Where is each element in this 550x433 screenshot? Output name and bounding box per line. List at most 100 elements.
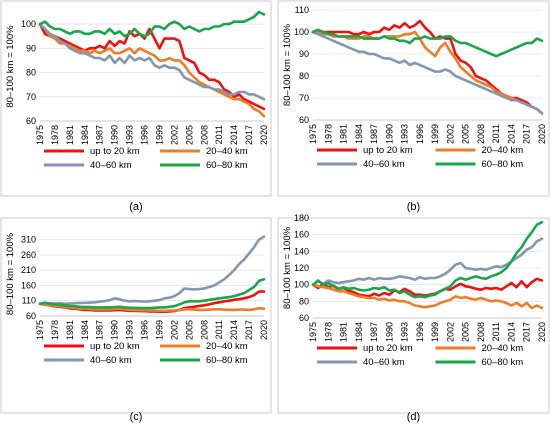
- y-tick-label: 90: [299, 49, 309, 59]
- y-tick-label: 310: [21, 235, 36, 245]
- legend-label: 40–60 km: [90, 355, 132, 366]
- panel-label: (a): [129, 201, 142, 213]
- series-line: [311, 28, 544, 58]
- x-tick-label: 2020: [259, 125, 269, 145]
- x-tick-label: 2011: [214, 125, 224, 144]
- y-axis-label: 80–100 km = 100%: [5, 232, 16, 315]
- x-tick-label: 1999: [430, 322, 440, 342]
- x-tick-label: 1978: [323, 322, 333, 342]
- panel-label: (b): [407, 201, 420, 213]
- legend-label: up to 20 km: [363, 343, 413, 354]
- legend-label: up to 20 km: [90, 341, 140, 352]
- x-tick-label: 2014: [229, 125, 239, 145]
- panel-label: (d): [407, 411, 420, 423]
- legend-label: 60–80 km: [206, 160, 248, 171]
- legend-label: up to 20 km: [90, 146, 140, 157]
- legend-label: 20–40 km: [206, 146, 248, 157]
- y-tick-label: 180: [294, 213, 309, 223]
- series-line: [38, 22, 266, 118]
- x-tick-label: 1984: [354, 124, 364, 144]
- x-tick-label: 2008: [476, 124, 486, 144]
- x-tick-label: 1993: [125, 125, 135, 145]
- panel-label: (c): [130, 411, 143, 423]
- x-tick-label: 1978: [323, 124, 333, 144]
- legend-label: 20–40 km: [206, 341, 248, 352]
- x-tick-label: 1987: [369, 322, 379, 342]
- legend-label: 40–60 km: [90, 160, 132, 171]
- y-tick-label: 60: [26, 116, 36, 126]
- x-tick-label: 2017: [244, 125, 254, 145]
- x-tick-label: 2005: [184, 125, 194, 145]
- y-tick-label: 260: [21, 250, 36, 260]
- series-line: [311, 30, 544, 115]
- series-line: [311, 220, 544, 299]
- y-tick-label: 160: [21, 280, 36, 290]
- series-line: [38, 277, 266, 310]
- legend-label: up to 20 km: [363, 145, 413, 156]
- y-tick-label: 60: [299, 313, 309, 323]
- x-tick-label: 1984: [80, 320, 90, 340]
- series-line: [311, 237, 544, 287]
- x-tick-label: 2002: [445, 124, 455, 144]
- series-line: [38, 10, 266, 38]
- series-line: [311, 30, 544, 115]
- x-tick-label: 1984: [80, 125, 90, 145]
- x-tick-label: 2014: [229, 320, 239, 340]
- series-line: [38, 22, 266, 101]
- x-tick-label: 1987: [95, 320, 105, 340]
- x-tick-label: 1993: [400, 322, 410, 342]
- legend-label: 40–60 km: [363, 159, 405, 170]
- y-axis-label: 80–100 km = 100%: [282, 23, 293, 106]
- x-tick-label: 1987: [369, 124, 379, 144]
- y-axis-label: 80–100 km = 100%: [282, 226, 293, 309]
- x-tick-label: 2020: [537, 124, 547, 144]
- legend-label: 20–40 km: [482, 343, 524, 354]
- y-tick-label: 70: [26, 92, 36, 102]
- x-tick-label: 1990: [384, 124, 394, 144]
- y-tick-label: 140: [294, 246, 309, 256]
- panel-d: 60 80 100 120 140 160 180 1975 1978 1981 1984 1987 1…: [277, 213, 550, 414]
- series-line: [38, 22, 266, 111]
- legend-label: 60–80 km: [482, 159, 524, 170]
- y-tick-label: 70: [299, 93, 309, 103]
- x-tick-label: 2017: [522, 322, 532, 342]
- x-tick-label: 2017: [244, 320, 254, 340]
- y-tick-label: 110: [22, 296, 36, 306]
- x-tick-label: 1981: [65, 320, 75, 340]
- x-tick-label: 2008: [199, 125, 209, 145]
- x-tick-label: 1993: [125, 320, 135, 340]
- x-tick-label: 1975: [35, 125, 45, 145]
- y-tick-label: 110: [295, 5, 309, 15]
- panel-a: 60 70 80 90 100 1975 1978 1981 1984 1987 1990 1993 1…: [0, 0, 272, 197]
- y-tick-label: 160: [294, 230, 309, 240]
- y-tick-label: 90: [26, 43, 36, 53]
- y-tick-label: 80: [299, 71, 309, 81]
- panel-b: 60 70 80 90 100 110 1975 1978 1981 1984 1987 1990 19…: [277, 0, 550, 197]
- x-tick-label: 1999: [430, 124, 440, 144]
- series-line: [38, 235, 266, 306]
- series-line: [38, 302, 266, 313]
- y-tick-label: 60: [26, 311, 36, 321]
- x-tick-label: 2017: [522, 124, 532, 144]
- x-tick-label: 1996: [140, 125, 150, 145]
- x-tick-label: 2008: [199, 320, 209, 340]
- x-tick-label: 1999: [154, 320, 164, 340]
- x-tick-label: 1981: [339, 124, 349, 144]
- x-tick-label: 2020: [259, 320, 269, 340]
- legend-label: 40–60 km: [363, 357, 405, 368]
- x-tick-label: 1990: [110, 125, 120, 145]
- panel-c: 60 110 160 210 260 310 1975 1978 1981 1984 1987 199…: [0, 217, 272, 414]
- x-tick-label: 2002: [445, 322, 455, 342]
- x-tick-label: 2011: [214, 320, 224, 339]
- x-tick-label: 1990: [384, 322, 394, 342]
- series-line: [311, 283, 544, 310]
- x-tick-label: 1984: [354, 322, 364, 342]
- legend-label: 60–80 km: [206, 355, 248, 366]
- x-tick-label: 2008: [476, 322, 486, 342]
- x-tick-label: 1978: [50, 320, 60, 340]
- x-tick-label: 2020: [537, 322, 547, 342]
- x-tick-label: 1981: [65, 125, 75, 145]
- y-tick-label: 60: [299, 115, 309, 125]
- panel-frame: [277, 0, 550, 197]
